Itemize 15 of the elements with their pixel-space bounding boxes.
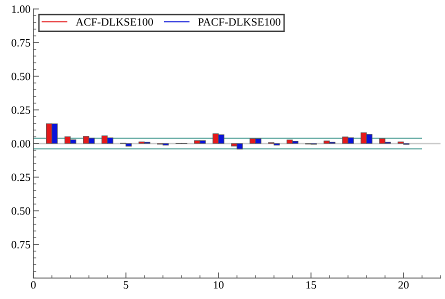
x-tick-label: 0 — [31, 281, 36, 289]
y-tick-label: 0.25 — [12, 174, 30, 182]
y-tick-label: 0.75 — [12, 240, 30, 248]
x-tick-label: 15 — [306, 281, 316, 289]
y-tick-label: 1.00 — [12, 5, 30, 13]
x-tick-label: 5 — [124, 281, 128, 289]
y-tick-label: 0.50 — [12, 207, 30, 215]
x-tick-label: 10 — [214, 281, 224, 289]
y-tick-label: 0.75 — [12, 39, 30, 47]
y-tick-label: 0.25 — [12, 106, 30, 114]
y-tick-label: 0.00 — [12, 140, 30, 148]
legend-label: ACF-DLKSE100 — [76, 18, 153, 26]
x-tick-label: 20 — [398, 281, 409, 289]
y-tick-label: 0.50 — [12, 72, 30, 80]
legend-label: PACF-DLKSE100 — [198, 18, 280, 26]
